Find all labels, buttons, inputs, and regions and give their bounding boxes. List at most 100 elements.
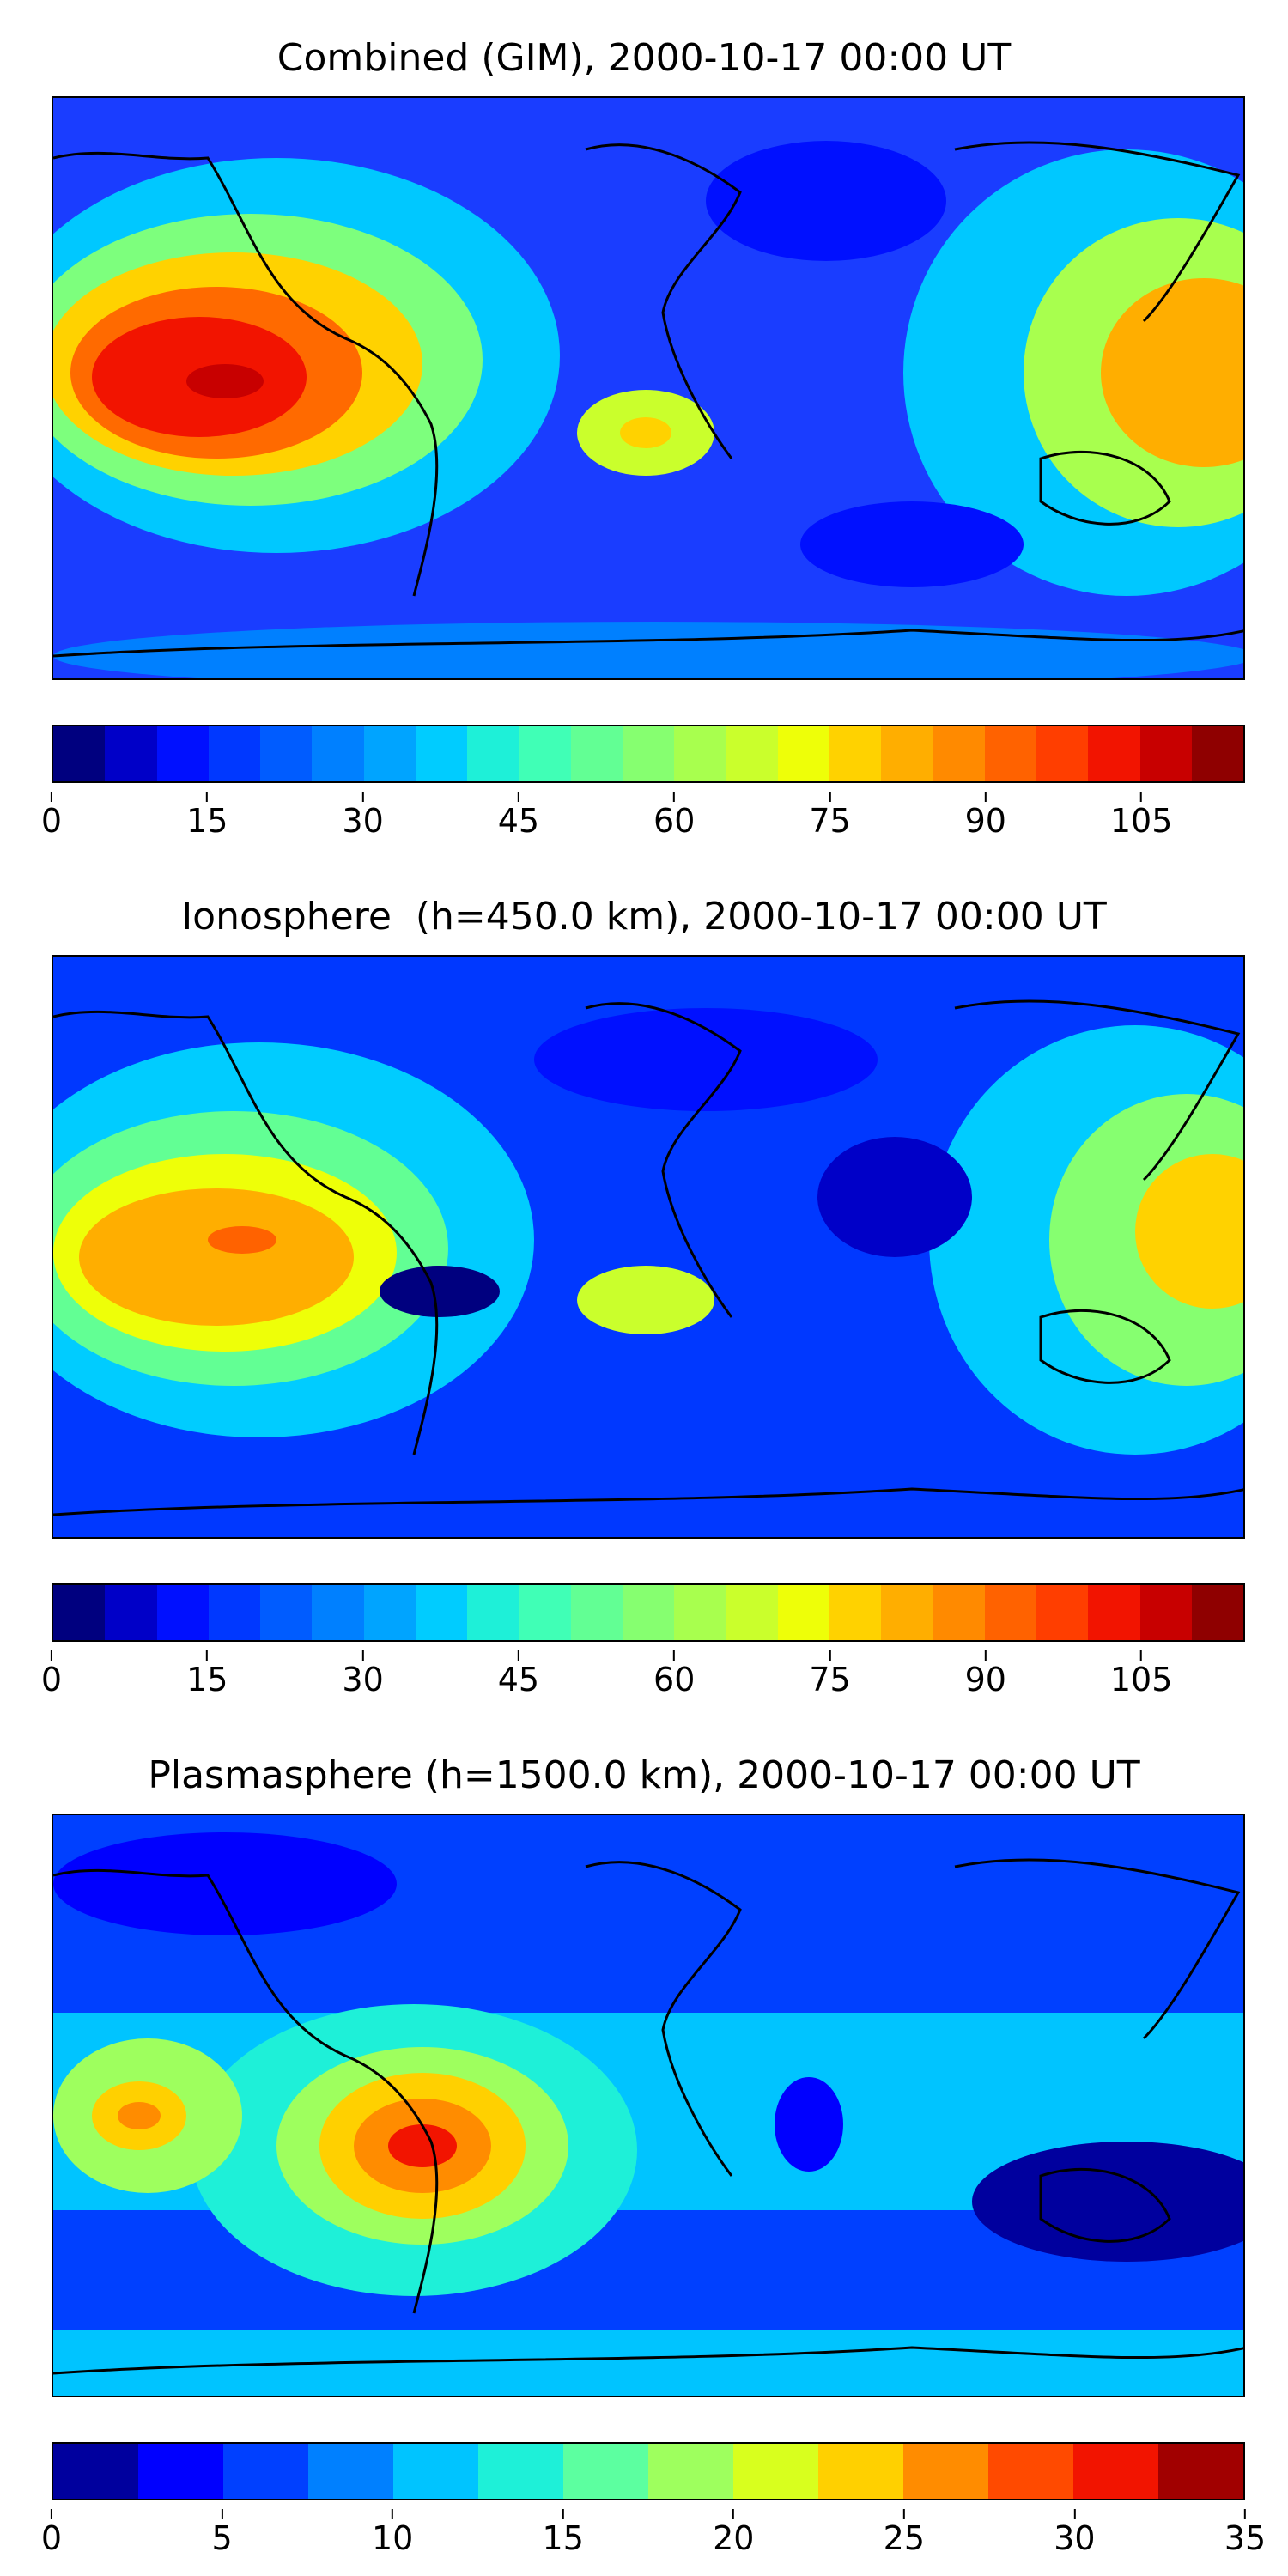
colorbar-segment [777,1585,829,1640]
colorbar-tick-label: 30 [1054,2519,1096,2557]
colorbar-tick-label: 20 [713,2519,755,2557]
colorbar-segment [777,726,829,781]
colorbar-segment [881,1585,933,1640]
colorbar-segment [829,1585,882,1640]
colorbar-segment [363,1585,416,1640]
colorbar-segment [519,726,571,781]
colorbar-segment [818,2444,903,2499]
colorbar-segment [726,1585,778,1640]
panel-3-contour-map [53,1815,1243,2396]
colorbar-segment [105,1585,157,1640]
colorbar-segment [570,1585,623,1640]
colorbar-segment [260,726,313,781]
colorbar-segment [467,1585,519,1640]
colorbar-segment [519,1585,571,1640]
colorbar-segment [1191,726,1244,781]
colorbar-segment [415,1585,468,1640]
colorbar-tick-label: 15 [542,2519,584,2557]
colorbar-segment [1158,2444,1243,2499]
colorbar-segment [933,1585,985,1640]
colorbar-segment [1036,726,1089,781]
colorbar-segment [138,2444,223,2499]
colorbar-tick-label: 0 [40,802,63,840]
colorbar-segment [674,1585,726,1640]
colorbar-segment [156,1585,209,1640]
panel-2-colorbar [52,1583,1245,1642]
colorbar-tick-label: 105 [1109,1661,1173,1698]
colorbar-segment [393,2444,478,2499]
colorbar-segment [260,1585,313,1640]
colorbar-segment [933,726,985,781]
panel-3-title: Plasmasphere (h=1500.0 km), 2000-10-17 0… [148,1753,1140,1797]
colorbar-segment [984,726,1037,781]
colorbar-segment [563,2444,648,2499]
panel-2-contour-map [53,957,1243,1537]
colorbar-tick-label: 75 [809,802,851,840]
colorbar-segment [1073,2444,1158,2499]
panel-2-map [52,955,1245,1539]
colorbar-tick-label: 25 [883,2519,926,2557]
colorbar-tick-label: 15 [186,1661,228,1698]
colorbar-segment [478,2444,563,2499]
panel-3-coastlines [53,1858,1243,2375]
panel-3-colorbar-ticks: 0 5 10 15 20 25 30 35 [41,2519,1266,2571]
colorbar-tick-label: 5 [211,2519,233,2557]
colorbar-segment [881,726,933,781]
colorbar-segment [674,726,726,781]
panel-3-colorbar [52,2442,1245,2500]
colorbar-tick-label: 35 [1224,2519,1267,2557]
colorbar-tick-label: 90 [964,1661,1006,1698]
colorbar-tick-label: 0 [40,1661,63,1698]
colorbar-segment [622,1585,675,1640]
colorbar-segment [984,1585,1037,1640]
colorbar-segment [903,2444,988,2499]
colorbar-tick-label: 105 [1109,802,1173,840]
panel-2-colorbar-ticks: 0 15 30 45 60 75 90 105 [41,1661,1245,1712]
colorbar-segment [53,2444,138,2499]
colorbar-segment [312,726,364,781]
panel-1-map [52,96,1245,680]
panel-1-coastlines [53,141,1243,658]
colorbar-segment [208,726,261,781]
colorbar-tick-label: 60 [653,1661,696,1698]
colorbar-segment [363,726,416,781]
panel-2-coastlines [53,999,1243,1516]
panel-3-map [52,1814,1245,2397]
colorbar-segment [1139,1585,1192,1640]
colorbar-tick-label: 45 [497,802,540,840]
colorbar-tick-label: 60 [653,802,696,840]
colorbar-tick-label: 30 [342,802,384,840]
colorbar-tick-label: 75 [809,1661,851,1698]
panel-1-colorbar-ticks: 0 15 30 45 60 75 90 105 [41,802,1245,854]
colorbar-segment [1088,1585,1140,1640]
colorbar-segment [733,2444,818,2499]
panel-2-title: Ionosphere (h=450.0 km), 2000-10-17 00:0… [181,895,1107,939]
colorbar-segment [829,726,882,781]
colorbar-segment [105,726,157,781]
colorbar-segment [1191,1585,1244,1640]
colorbar-segment [223,2444,308,2499]
colorbar-tick-label: 90 [964,802,1006,840]
colorbar-segment [415,726,468,781]
colorbar-segment [622,726,675,781]
colorbar-segment [726,726,778,781]
colorbar-segment [53,1585,106,1640]
colorbar-segment [648,2444,733,2499]
colorbar-tick-label: 15 [186,802,228,840]
panel-1-colorbar [52,725,1245,783]
colorbar-segment [1088,726,1140,781]
colorbar-segment [312,1585,364,1640]
panel-1-contour-map [53,98,1243,678]
colorbar-tick-label: 30 [342,1661,384,1698]
colorbar-tick-label: 45 [497,1661,540,1698]
colorbar-tick-label: 0 [40,2519,63,2557]
colorbar-segment [53,726,106,781]
colorbar-segment [1139,726,1192,781]
colorbar-segment [156,726,209,781]
colorbar-segment [308,2444,393,2499]
colorbar-segment [1036,1585,1089,1640]
colorbar-segment [467,726,519,781]
colorbar-tick-label: 10 [371,2519,414,2557]
colorbar-segment [208,1585,261,1640]
colorbar-segment [988,2444,1073,2499]
